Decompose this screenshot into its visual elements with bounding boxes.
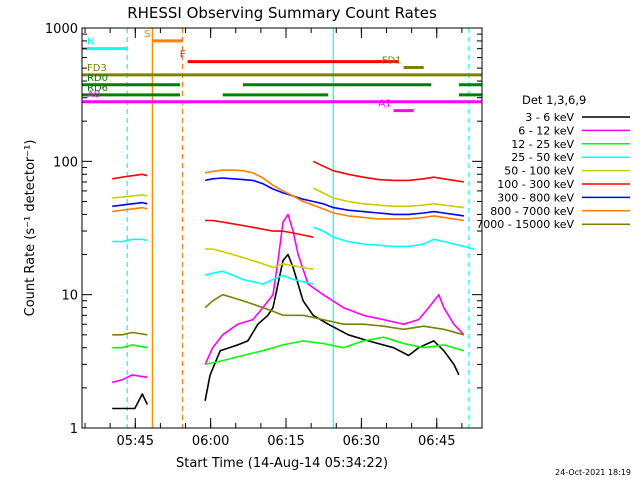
state-label-f: F	[180, 50, 186, 61]
legend-label-6-12-kev: 6 - 12 keV	[518, 124, 574, 137]
legend-label-800-7000-kev: 800 - 7000 keV	[490, 205, 574, 218]
series-line-25-50-kev	[112, 226, 475, 285]
legend-label-3-6-kev: 3 - 6 keV	[525, 111, 574, 124]
state-label-fd3: FD3	[87, 63, 107, 74]
state-label-a1: A1	[378, 99, 391, 110]
series-lines	[112, 160, 475, 410]
plot-frame	[81, 27, 483, 429]
series-line-100-300-kev	[112, 160, 465, 238]
legend-title: Det 1,3,6,9	[522, 93, 586, 107]
series-line-50-100-kev	[112, 187, 465, 271]
chart-title: RHESSI Observing Summary Count Rates	[127, 4, 437, 22]
state-label-rd6: RD6	[87, 83, 108, 94]
state-label-fd1: FD1	[382, 56, 402, 67]
y-tick-label-1000: 1000	[45, 22, 78, 37]
series-line-800-7000-kev	[112, 169, 465, 222]
generation-timestamp: 24-Oct-2021 18:19	[555, 468, 631, 477]
y-tick-label-10: 10	[61, 289, 78, 304]
y-tick-label-1: 1	[70, 422, 78, 437]
axes: 1 10 100 1000 05:45 06:00 06:15 06:30 06:45	[45, 22, 482, 449]
legend-label-7000-15000-kev: 7000 - 15000 keV	[476, 218, 574, 231]
series-line-7000-15000-kev	[112, 293, 465, 336]
y-tick-label-100: 100	[53, 155, 78, 170]
series-line-3-6-kev	[112, 253, 460, 410]
state-label-n: N	[87, 37, 94, 48]
x-axis-label: Start Time (14-Aug-14 05:34:22)	[176, 456, 388, 471]
legend-label-100-300-kev: 100 - 300 keV	[497, 178, 574, 191]
y-axis-label: Count Rate (s⁻¹ detector⁻¹)	[23, 140, 38, 317]
series-line-6-12-kev	[112, 213, 465, 384]
x-tick-label-06-30: 06:30	[343, 434, 380, 449]
state-label-a0: A0	[87, 90, 100, 101]
legend-label-50-100-kev: 50 - 100 keV	[504, 165, 574, 178]
x-tick-label-05-45: 05:45	[117, 434, 154, 449]
x-tick-label-06-00: 06:00	[192, 434, 229, 449]
legend-label-300-800-kev: 300 - 800 keV	[497, 191, 574, 204]
series-line-300-800-kev	[112, 177, 465, 217]
x-tick-label-06-15: 06:15	[267, 434, 304, 449]
state-label-rd0: RD0	[87, 73, 108, 84]
x-tick-label-06-45: 06:45	[418, 434, 455, 449]
legend-label-12-25-kev: 12 - 25 keV	[511, 138, 574, 151]
legend-label-25-50-kev: 25 - 50 keV	[511, 151, 574, 164]
state-label-s: S	[144, 29, 150, 40]
series-line-12-25-kev	[112, 336, 465, 366]
